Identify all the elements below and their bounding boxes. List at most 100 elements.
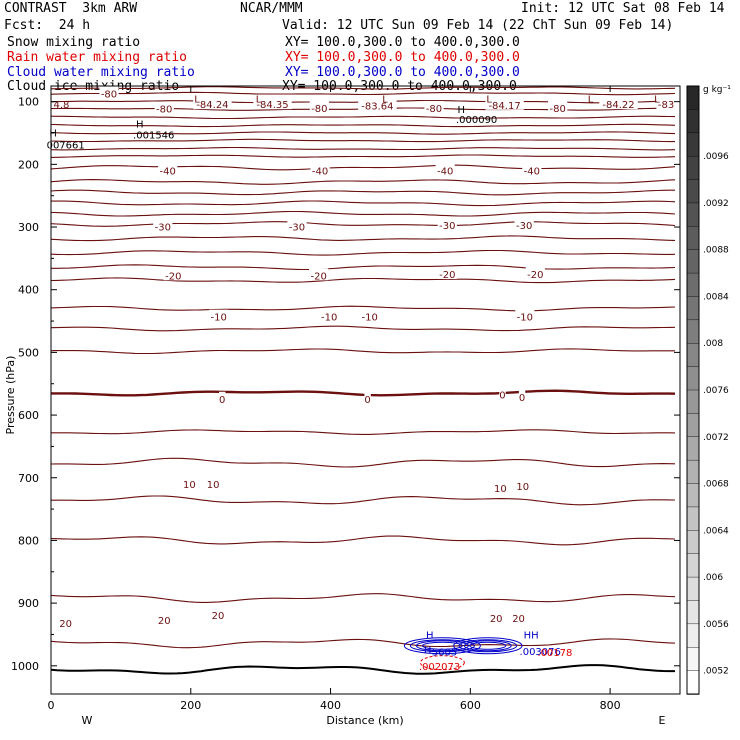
colorbar-bin [686,436,700,461]
extremum-label: L [256,95,262,106]
extremum-label: 4.8 [54,100,70,111]
cloud-water-contour [453,637,523,655]
temperature-contour [50,154,676,158]
contour-label: 20 [212,611,225,622]
extremum-label: .00178 [537,648,572,659]
colorbar-tick-label: .0092 [703,199,729,209]
extremum-label: .001546 [133,130,174,141]
temperature-contour [50,235,676,242]
contour-layer [50,86,676,675]
contour-label-bg [437,218,457,231]
legend-rain-label: Rain water mixing ratio [7,50,188,65]
colorbar-bin [686,647,700,672]
extremum-label: HH [524,630,539,641]
contour-label-bg [157,613,171,626]
colorbar-tick-label: .0088 [703,246,729,256]
temperature-contour [50,91,676,96]
temperature-contour [50,457,676,468]
rain-water-contour [419,655,465,671]
legend-snow-label: Snow mixing ratio [7,35,141,50]
contour-label: -20 [439,270,455,281]
contour-label-bg [548,100,568,113]
cloud-water-contour [463,640,512,652]
colorbar-bin [686,506,700,532]
extremum-label: L [382,95,388,106]
contour-label: -40 [524,167,540,178]
colorbar-unit: g kg⁻¹ [703,85,731,95]
y-tick-label: 100 [18,96,39,109]
colorbar-bin [686,389,700,415]
temperature-contour [50,638,676,649]
contour-label: -80 [311,104,327,115]
contour-label: 20 [512,614,525,625]
contour-label: 0 [219,395,225,406]
contour-label: -84.17 [488,101,520,112]
temperature-contour [50,138,675,143]
extremum-label: H [426,630,434,641]
x-end-label-east: E [659,714,666,727]
cloud-water-contour [415,640,469,652]
colorbar-bin [686,670,700,695]
contour-label-bg [99,86,119,99]
contour-label: 20 [490,614,503,625]
temperature-contour [50,189,675,196]
contour-label: -83 [658,100,674,111]
contour-label-bg [310,163,330,176]
contour-label-bg [516,478,530,491]
contour-label: 20 [158,616,171,627]
y-tick-label: 800 [18,534,39,547]
contour-label: -80 [156,105,172,116]
contour-label: -40 [160,167,176,178]
temperature-contour [50,664,675,675]
temperature-contour [51,495,676,506]
contour-label-layer: -80 -80 -84.24 -84.35 -80 -83.64 -80 -84.17 -80 -… [47,86,676,673]
colorbar-bin [686,483,700,508]
contour-label: 0 [499,390,505,401]
contour-label-bg [193,97,232,110]
contour-label-bg [493,480,507,493]
colorbar-bin [686,343,700,368]
contour-label-bg [435,163,455,176]
extremum-label: .000090 [456,115,497,126]
contour-label-bg [358,98,397,111]
contour-label: 10 [494,484,507,495]
contour-label-bg [485,97,524,110]
colorbar-bin [686,226,700,251]
colorbar-bin [686,623,700,648]
colorbar: .0096 .0092 .0088 .0084 .008 .0076 .0072 .0068.… [686,85,729,695]
contour-label-bg [424,100,444,113]
model-title: CONTRAST 3km ARW [4,1,138,16]
y-tick-label: 200 [18,158,39,171]
colorbar-bin [686,85,700,111]
colorbar-bin [686,413,700,438]
cloud-water-contour [403,637,481,655]
colorbar-bin [686,366,700,391]
contour-label-bg [489,611,503,624]
init-time: Init: 12 UTC Sat 08 Feb 14 [521,1,725,16]
x-tick-label: 0 [48,699,55,712]
colorbar-bin [686,109,700,134]
x-tick-label: 800 [600,699,621,712]
contour-label: 10 [207,480,220,491]
contour-label-bg [525,267,545,280]
colorbar-tick-label: .0068 [703,480,729,490]
temperature-contour [50,221,676,227]
y-tick-label: 900 [18,597,39,610]
colorbar-tick-label: .006 [703,573,723,583]
contour-label-bg [656,97,676,110]
contour-label-bg [319,309,339,322]
cloud-water-contour [469,641,507,650]
plot-frame [50,85,681,695]
legend-rain-xy: XY= 100.0,300.0 to 400.0,300.0 [285,50,520,65]
contour-label: 0 [364,395,370,406]
contour-label: -20 [527,270,543,281]
contour-label: -30 [155,222,171,233]
contour-label: -30 [289,222,305,233]
extremum-label: 5605 [432,647,457,658]
contour-label-bg [59,616,73,629]
colorbar-tick-label: .0056 [703,620,729,630]
temperature-contour [50,86,676,90]
extremum-label: .003076 [520,647,561,658]
x-axis-title: Distance (km) [326,714,403,727]
contour-label-bg [522,163,542,176]
